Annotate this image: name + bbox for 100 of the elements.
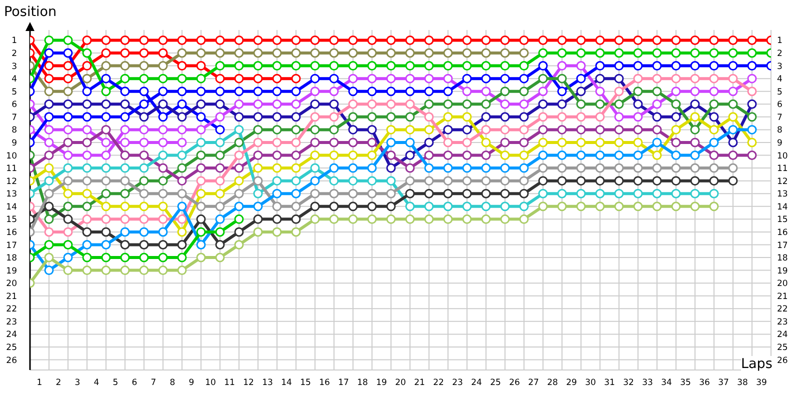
x-tick-label: 5	[112, 378, 118, 388]
point	[576, 138, 586, 148]
point	[633, 99, 643, 109]
point	[728, 112, 738, 122]
point	[386, 35, 396, 45]
point	[652, 163, 662, 173]
point	[405, 74, 415, 84]
point	[272, 227, 282, 237]
point	[158, 150, 168, 160]
point	[386, 61, 396, 71]
point	[557, 176, 567, 186]
point	[424, 61, 434, 71]
point	[291, 61, 301, 71]
point	[63, 188, 73, 198]
point	[671, 35, 681, 45]
point	[386, 188, 396, 198]
point	[196, 252, 206, 262]
point	[101, 252, 111, 262]
point	[348, 74, 358, 84]
point	[63, 214, 73, 224]
point	[367, 99, 377, 109]
point	[481, 112, 491, 122]
point	[63, 176, 73, 186]
point	[234, 188, 244, 198]
point	[481, 35, 491, 45]
y2-tick-label: 9	[777, 138, 782, 148]
point	[481, 214, 491, 224]
point	[101, 61, 111, 71]
y-tick-label: 12	[6, 176, 17, 187]
point	[63, 86, 73, 96]
point	[557, 61, 567, 71]
point	[82, 74, 92, 84]
point	[576, 124, 586, 134]
point	[253, 150, 263, 160]
point	[291, 48, 301, 58]
point	[63, 74, 73, 84]
point	[310, 35, 320, 45]
point	[405, 188, 415, 198]
point	[120, 214, 130, 224]
point	[367, 214, 377, 224]
point	[652, 150, 662, 160]
point	[234, 138, 244, 148]
point	[101, 163, 111, 173]
point	[728, 150, 738, 160]
point	[101, 214, 111, 224]
y-tick-label: 3	[12, 62, 17, 72]
point	[139, 252, 149, 262]
point	[63, 266, 73, 276]
point	[367, 86, 377, 96]
x-tick-label: 7	[150, 378, 156, 388]
point	[272, 112, 282, 122]
point	[500, 124, 510, 134]
point	[63, 252, 73, 262]
point	[614, 188, 624, 198]
point	[576, 163, 586, 173]
point	[709, 176, 719, 186]
point	[310, 74, 320, 84]
point	[158, 99, 168, 109]
point	[139, 74, 149, 84]
point	[500, 48, 510, 58]
point	[253, 99, 263, 109]
x-tick-label: 24	[471, 378, 482, 388]
point	[82, 227, 92, 237]
point	[443, 61, 453, 71]
x-tick-label: 19	[376, 378, 387, 388]
point	[44, 240, 54, 250]
point	[462, 150, 472, 160]
x-tick-label: 6	[132, 378, 138, 388]
point	[709, 74, 719, 84]
point	[424, 214, 434, 224]
point	[557, 163, 567, 173]
point	[481, 163, 491, 173]
point	[101, 202, 111, 212]
point	[671, 86, 681, 96]
point	[500, 86, 510, 96]
point	[272, 99, 282, 109]
point	[462, 202, 472, 212]
point	[82, 188, 92, 198]
y-tick-label: 20	[6, 279, 17, 290]
point	[253, 138, 263, 148]
point	[519, 176, 529, 186]
point	[671, 74, 681, 84]
point	[101, 99, 111, 109]
point	[747, 61, 757, 71]
point	[158, 214, 168, 224]
point	[291, 150, 301, 160]
point	[44, 86, 54, 96]
point	[614, 35, 624, 45]
y2-tick-label: 22	[777, 304, 788, 315]
point	[139, 61, 149, 71]
point	[272, 124, 282, 134]
point	[500, 74, 510, 84]
point	[196, 124, 206, 134]
point	[519, 214, 529, 224]
point	[272, 214, 282, 224]
point	[386, 214, 396, 224]
point	[614, 74, 624, 84]
point	[367, 138, 377, 148]
point	[215, 150, 225, 160]
point	[367, 202, 377, 212]
